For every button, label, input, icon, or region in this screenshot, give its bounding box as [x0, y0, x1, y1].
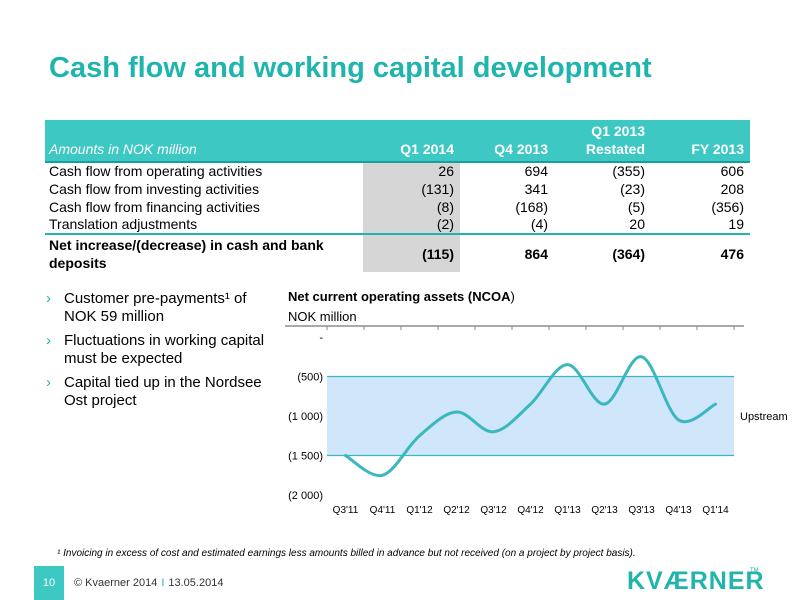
bullet-text: Capital tied up in the Nordsee Ost proje… [64, 374, 262, 409]
x-tick-label: Q2'13 [591, 505, 618, 516]
page-number: 10 [34, 566, 64, 600]
y-tick-label: (500) [297, 372, 323, 384]
column-header: Q1 2014 [363, 120, 460, 163]
footer-separator: I [161, 577, 165, 589]
column-header-line: FY 2013 [691, 141, 744, 157]
x-tick-label: Q2'12 [443, 505, 470, 516]
y-tick-label: (2 000) [288, 490, 323, 502]
bullet-item: › Capital tied up in the Nordsee Ost proj… [46, 374, 266, 410]
row-label: Cash flow from operating activities [49, 163, 263, 179]
kvaerner-logo: KVÆRNER [627, 567, 765, 595]
chart-subtitle: NOK million [288, 309, 357, 324]
x-tick-label: Q4'13 [665, 505, 692, 516]
chevron-right-icon: › [46, 332, 51, 349]
table-cell: (2) [363, 216, 460, 234]
footer-date: 13.05.2014 [168, 577, 224, 589]
upstream-label: Upstream [740, 411, 788, 423]
y-tick-label: (1 000) [288, 411, 323, 423]
bullet-item: › Customer pre-payments¹ of NOK 59 millio… [46, 290, 266, 326]
table-cell: (4) [530, 216, 548, 232]
y-tick-label: - [319, 332, 323, 344]
table-cell: 19 [728, 216, 744, 232]
x-tick-label: Q1'13 [554, 505, 581, 516]
x-tick-label: Q4'12 [517, 505, 544, 516]
table-row: Cash flow from financing activities (8) … [45, 198, 750, 216]
table-cell: 20 [629, 216, 645, 232]
table-cell: (8) [363, 198, 460, 216]
column-header-line: Q4 2013 [494, 141, 548, 157]
table-cell: 606 [720, 163, 744, 179]
table-cell: 208 [720, 180, 744, 197]
chevron-right-icon: › [46, 290, 51, 307]
table-cell: (23) [620, 180, 645, 197]
bullet-item: › Fluctuations in working capital must be… [46, 332, 266, 368]
row-label: Cash flow from investing activities [49, 180, 260, 197]
column-header: Q1 2013 Restated [554, 120, 651, 163]
total-label: Net increase/(decrease) in cash and bank… [45, 233, 363, 272]
column-header-line: Q1 2013 [591, 123, 645, 139]
table-cell: (364) [554, 233, 651, 272]
ncoa-series-line [344, 355, 717, 477]
x-tick-label: Q4'11 [370, 505, 396, 516]
ncoa-chart-svg: - (500) (1 000) (1 500) (2 000) Q3'11 Q4'11 Q1'… [285, 325, 788, 516]
cash-flow-table: Amounts in NOK million Q1 2014 Q4 2013 Q… [45, 120, 750, 272]
table-header-label: Amounts in NOK million [45, 120, 363, 163]
chart-title-rest: ) [510, 289, 515, 304]
table-cell: (131) [363, 180, 460, 198]
chart-title-bold: Net current operating assets (NCOA [288, 289, 511, 304]
copyright: © Kvaerner 2014 I 13.05.2014 [74, 577, 223, 589]
row-label: Translation adjustments [49, 216, 198, 232]
table-cell: 864 [460, 233, 554, 272]
copyright-text: © Kvaerner 2014 [74, 577, 158, 589]
table-cell: 694 [524, 163, 548, 179]
x-tick-label: Q3'13 [628, 505, 655, 516]
x-tick-label: Q3'12 [480, 505, 507, 516]
table-total-row: Net increase/(decrease) in cash and bank… [45, 233, 750, 272]
x-tick-label: Q1'14 [702, 505, 729, 516]
table-cell: (356) [711, 198, 744, 215]
column-header: FY 2013 [651, 120, 750, 163]
table-cell: 26 [363, 162, 460, 180]
table-cell: 341 [524, 180, 548, 197]
x-tick-label: Q1'12 [406, 505, 433, 516]
ncoa-chart: - (500) (1 000) (1 500) (2 000) Q3'11 Q4'11 Q1'… [270, 285, 800, 525]
chart-title: Net current operating assets (NCOA) [288, 289, 515, 304]
footnote: ¹ Invoicing in excess of cost and estima… [57, 548, 636, 559]
table-cell: (5) [627, 198, 645, 215]
table-cell: (115) [363, 233, 460, 272]
x-tick-label: Q3'11 [333, 505, 359, 516]
table-cell: (168) [515, 198, 548, 215]
column-header: Q4 2013 [460, 120, 554, 163]
row-label: Cash flow from financing activities [49, 198, 260, 215]
trademark: TM [750, 568, 759, 574]
table-header-row: Amounts in NOK million Q1 2014 Q4 2013 Q… [45, 120, 750, 163]
footer: 10 © Kvaerner 2014 I 13.05.2014 KVÆRNER TM [0, 566, 800, 600]
slide-title: Cash flow and working capital developmen… [49, 52, 652, 84]
table-row: Cash flow from investing activities (131… [45, 180, 750, 198]
column-header-line: Q1 2014 [400, 141, 454, 157]
bullet-text: Customer pre-payments¹ of NOK 59 million [64, 290, 247, 325]
bullet-text: Fluctuations in working capital must be … [64, 332, 265, 367]
upstream-band [327, 376, 734, 456]
table-row: Cash flow from operating activities 26 6… [45, 162, 750, 180]
column-header-line: Restated [585, 141, 645, 157]
table-cell: 476 [651, 233, 750, 272]
bullet-list: › Customer pre-payments¹ of NOK 59 millio… [46, 290, 266, 416]
chevron-right-icon: › [46, 374, 51, 391]
y-tick-label: (1 500) [288, 451, 323, 463]
table-row: Translation adjustments (2) (4) 20 19 [45, 216, 750, 234]
table-cell: (355) [612, 163, 645, 179]
